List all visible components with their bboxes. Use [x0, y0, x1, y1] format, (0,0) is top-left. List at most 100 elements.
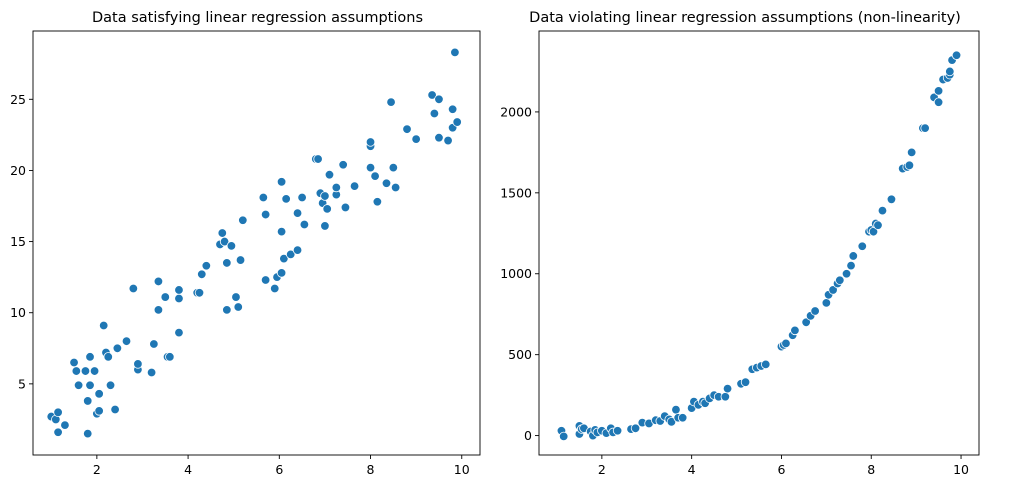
left-point-13: [89, 366, 100, 376]
left-point-81: [365, 162, 376, 173]
left-point-70: [320, 221, 330, 231]
right-chart-title: Data violating linear regression assumpt…: [529, 10, 961, 26]
left-point-27: [146, 367, 157, 378]
left-scatter-panel: Data satisfying linear regression assump…: [10, 10, 481, 477]
right-point-36: [722, 383, 733, 394]
left-point-2: [53, 427, 63, 437]
left-point-46: [226, 241, 237, 251]
left-x-tick-label-6: 6: [275, 462, 283, 477]
left-point-19: [103, 352, 113, 362]
right-point-42: [761, 359, 771, 370]
left-point-93: [434, 133, 444, 143]
left-point-90: [427, 90, 437, 100]
right-point-79: [945, 66, 955, 77]
left-point-67: [313, 154, 323, 164]
left-point-21: [110, 404, 120, 415]
right-point-38: [740, 377, 751, 387]
left-axes-frame: [32, 30, 481, 456]
right-y-tick-label-1000: 1000: [500, 266, 532, 281]
left-x-tick-label-10: 10: [454, 462, 470, 477]
right-x-tick-label-2: 2: [598, 462, 606, 477]
left-point-59: [279, 253, 289, 264]
right-point-16: [630, 423, 641, 434]
left-y-tick-label-10: 10: [10, 305, 26, 320]
right-point-59: [857, 241, 867, 251]
left-point-58: [276, 177, 287, 187]
left-point-97: [450, 47, 460, 58]
right-point-58: [848, 251, 858, 261]
left-point-31: [160, 292, 170, 302]
left-point-94: [443, 135, 453, 146]
left-point-16: [94, 389, 104, 399]
left-point-88: [402, 124, 412, 134]
left-point-43: [219, 236, 230, 247]
right-axes-frame: [538, 30, 980, 456]
left-point-11: [85, 352, 95, 362]
left-point-61: [286, 249, 296, 260]
left-point-71: [320, 191, 330, 201]
left-points: [46, 47, 462, 439]
left-point-92: [434, 94, 444, 105]
left-point-76: [338, 160, 348, 170]
right-point-74: [933, 97, 944, 107]
left-point-39: [197, 269, 207, 280]
left-point-29: [153, 276, 164, 287]
right-point-57: [846, 260, 856, 271]
left-point-38: [194, 288, 205, 298]
right-x-tick-label-8: 8: [867, 462, 875, 477]
right-point-70: [906, 147, 917, 158]
left-point-54: [270, 283, 280, 294]
left-point-40: [201, 261, 212, 271]
left-point-91: [429, 108, 440, 119]
left-point-12: [85, 380, 95, 390]
left-point-30: [153, 305, 164, 315]
left-point-36: [174, 327, 184, 338]
left-x-tick-label-4: 4: [184, 462, 192, 477]
left-point-84: [381, 178, 392, 188]
left-point-95: [447, 104, 458, 114]
left-point-78: [349, 181, 360, 191]
right-point-51: [821, 298, 832, 308]
left-y-tick-label-20: 20: [10, 163, 26, 178]
left-point-77: [340, 202, 351, 213]
left-point-42: [217, 228, 227, 238]
right-point-47: [790, 325, 800, 336]
left-point-62: [292, 208, 303, 218]
right-point-24: [671, 404, 681, 415]
right-point-14: [612, 426, 623, 436]
left-point-72: [322, 204, 332, 214]
left-point-51: [258, 192, 269, 203]
left-point-64: [297, 192, 307, 203]
left-point-22: [112, 343, 123, 353]
left-point-65: [299, 219, 310, 230]
left-point-10: [83, 396, 93, 406]
left-x-tick-label-2: 2: [93, 462, 101, 477]
left-point-17: [98, 320, 109, 331]
left-point-6: [71, 366, 82, 376]
left-point-8: [80, 366, 91, 376]
right-point-72: [920, 123, 930, 133]
left-point-44: [222, 258, 232, 268]
left-point-7: [73, 380, 84, 390]
left-point-60: [281, 194, 291, 204]
left-point-28: [149, 339, 159, 349]
left-point-4: [60, 420, 70, 430]
right-point-50: [810, 306, 820, 316]
left-point-24: [128, 283, 139, 294]
left-point-80: [365, 137, 376, 147]
right-point-64: [873, 220, 883, 230]
left-point-86: [388, 162, 399, 173]
right-point-53: [828, 285, 838, 295]
left-point-9: [83, 428, 93, 439]
left-point-20: [105, 380, 116, 390]
right-point-56: [841, 269, 852, 279]
left-point-82: [370, 171, 380, 181]
right-point-75: [933, 86, 944, 96]
left-point-53: [260, 209, 271, 220]
left-point-15: [94, 406, 104, 416]
left-y-tick-label-5: 5: [18, 376, 26, 391]
left-point-89: [411, 134, 421, 144]
right-points: [556, 50, 962, 442]
right-point-65: [877, 205, 888, 216]
